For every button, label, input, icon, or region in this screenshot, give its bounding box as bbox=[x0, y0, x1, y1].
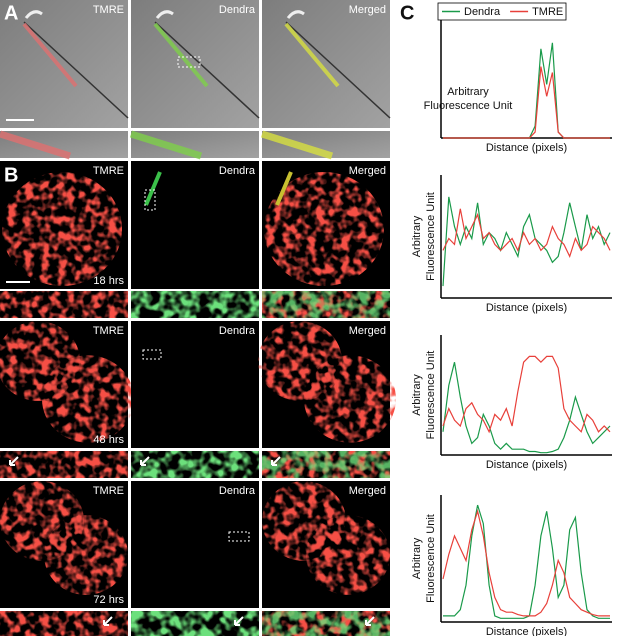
arrow bbox=[365, 616, 375, 626]
series-line bbox=[442, 509, 610, 617]
zoom-segment bbox=[260, 130, 334, 160]
caption: TMRE bbox=[93, 4, 124, 16]
y-axis-label: Fluorescence Unit bbox=[425, 351, 437, 440]
pipette bbox=[24, 10, 43, 19]
roi-box bbox=[144, 189, 156, 211]
mitochondria bbox=[2, 172, 122, 286]
neurite bbox=[144, 171, 162, 206]
x-axis-label: Distance (pixels) bbox=[486, 626, 567, 636]
fluorescence-image bbox=[131, 481, 259, 608]
mitochondria bbox=[304, 355, 396, 443]
arrow bbox=[271, 456, 281, 466]
y-axis-label: Fluorescence Unit bbox=[425, 192, 437, 281]
pipette bbox=[155, 10, 174, 19]
labeled-segment bbox=[284, 22, 340, 88]
zoom-green bbox=[262, 291, 390, 318]
series-line bbox=[442, 362, 611, 454]
caption: Merged bbox=[349, 325, 386, 337]
y-axis-label: Arbitrary bbox=[411, 374, 423, 416]
y-axis-label: Fluorescence Unit bbox=[425, 514, 437, 603]
y-axis-label: Arbitrary bbox=[411, 215, 423, 257]
brightfield bbox=[0, 0, 128, 128]
micrographs: TMRE Dendra Merged TMRE Dendra Merged 18 hrs TM… bbox=[0, 0, 396, 636]
caption: Dendra bbox=[219, 4, 256, 16]
neurite bbox=[23, 21, 129, 119]
y-axis-label: Arbitrary bbox=[411, 537, 423, 579]
zoom-green bbox=[131, 291, 259, 318]
panel-label: A bbox=[4, 2, 18, 24]
neurite bbox=[154, 21, 260, 119]
panel-label: C bbox=[400, 2, 414, 24]
zoom-segment bbox=[129, 130, 203, 160]
panel-label: B bbox=[4, 164, 18, 186]
zoom-segment bbox=[0, 130, 72, 160]
zoom-red bbox=[0, 451, 128, 478]
series-line bbox=[442, 208, 611, 259]
mitochondria bbox=[42, 355, 134, 443]
x-axis-label: Distance (pixels) bbox=[486, 459, 567, 471]
roi-box bbox=[228, 531, 250, 542]
time-label: 48 hrs bbox=[93, 434, 124, 446]
mitochondria bbox=[44, 515, 128, 595]
zoom-green bbox=[262, 611, 390, 636]
caption: Merged bbox=[349, 4, 386, 16]
arrow bbox=[9, 456, 19, 466]
caption: Dendra bbox=[219, 165, 256, 177]
time-label: 72 hrs bbox=[93, 594, 124, 606]
caption: TMRE bbox=[93, 325, 124, 337]
caption: TMRE bbox=[93, 485, 124, 497]
arrow bbox=[234, 616, 244, 626]
legend-label: TMRE bbox=[532, 6, 563, 18]
legend-label: Dendra bbox=[464, 6, 501, 18]
neurite bbox=[275, 171, 293, 206]
brightfield bbox=[262, 0, 390, 128]
labeled-segment bbox=[22, 22, 78, 88]
y-axis-label: Arbitrary bbox=[447, 86, 489, 98]
caption: TMRE bbox=[93, 165, 124, 177]
series-line bbox=[442, 196, 611, 287]
caption: Dendra bbox=[219, 485, 256, 497]
zoom-green bbox=[262, 451, 390, 478]
mitochondria bbox=[306, 515, 390, 595]
fluorescence-image bbox=[131, 321, 259, 448]
caption: Dendra bbox=[219, 325, 256, 337]
caption: Merged bbox=[349, 485, 386, 497]
series-line bbox=[443, 66, 610, 139]
zoom-green bbox=[131, 451, 259, 478]
labeled-segment bbox=[153, 22, 209, 88]
series-line bbox=[442, 355, 611, 434]
mitochondria bbox=[264, 172, 384, 286]
arrow bbox=[103, 616, 113, 626]
x-axis-label: Distance (pixels) bbox=[486, 302, 567, 314]
neurite bbox=[285, 21, 391, 119]
roi-box bbox=[142, 349, 162, 360]
x-axis-label: Distance (pixels) bbox=[486, 142, 567, 154]
arrow bbox=[140, 456, 150, 466]
pipette bbox=[286, 10, 305, 19]
brightfield bbox=[131, 0, 259, 128]
fluorescence-image bbox=[131, 161, 259, 289]
legend-box bbox=[437, 2, 567, 21]
zoom-red bbox=[0, 611, 128, 636]
time-label: 18 hrs bbox=[93, 275, 124, 287]
series-line bbox=[443, 504, 610, 619]
y-axis-label: Fluorescence Unit bbox=[424, 100, 513, 112]
zoom-red bbox=[0, 291, 128, 318]
zoom-green bbox=[131, 611, 259, 636]
caption: Merged bbox=[349, 165, 386, 177]
